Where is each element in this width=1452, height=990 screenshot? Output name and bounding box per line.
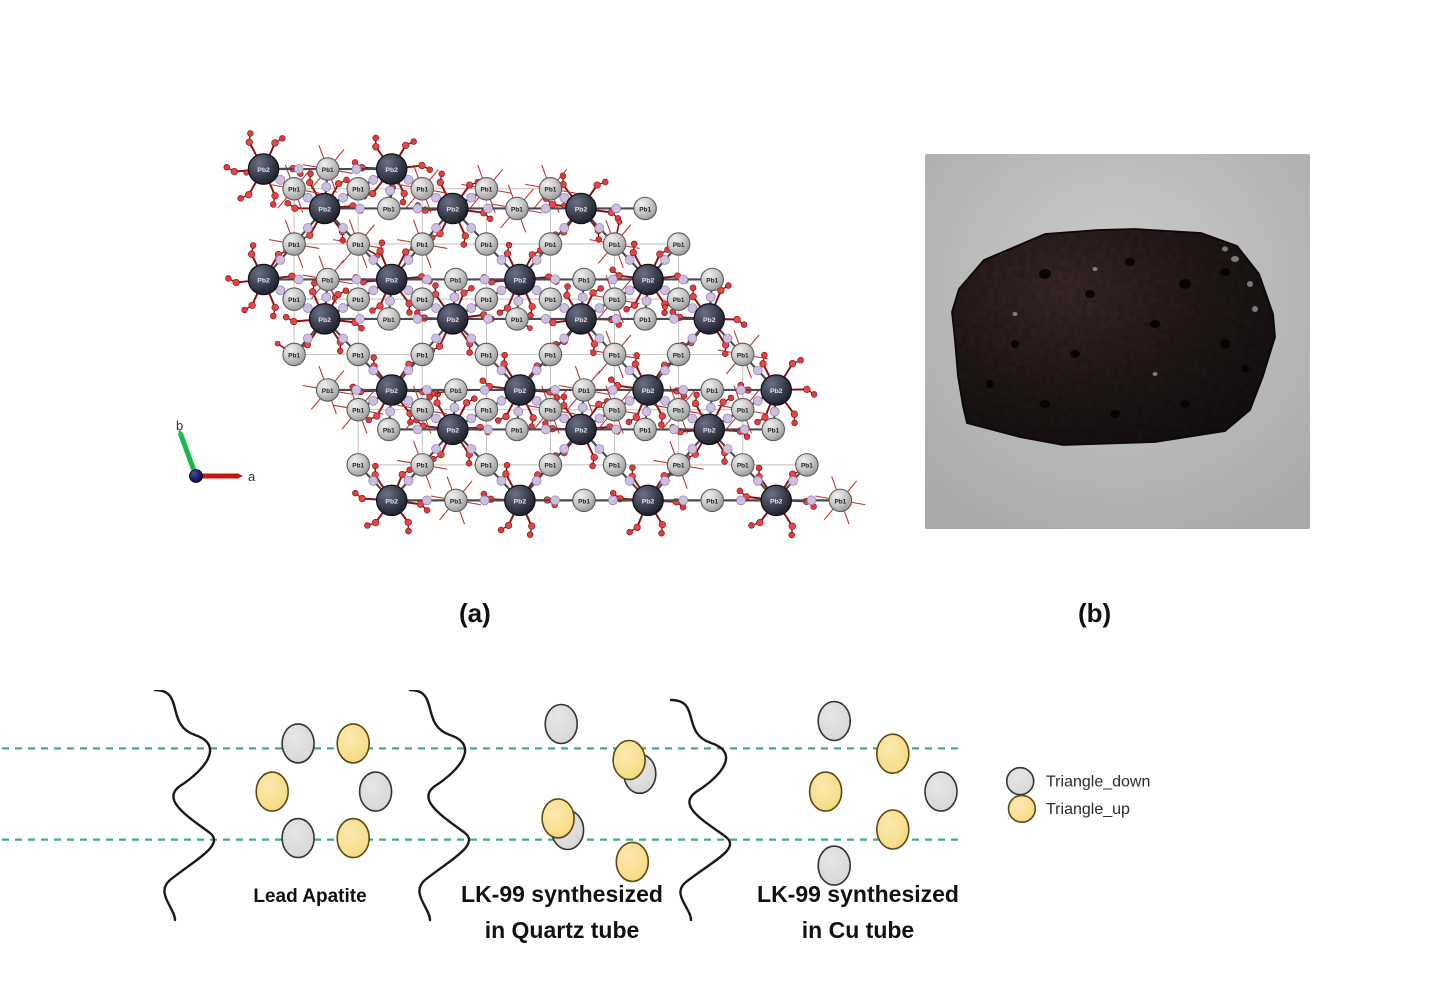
svg-text:Pb1: Pb1 — [511, 317, 523, 324]
svg-text:Pb2: Pb2 — [514, 277, 527, 284]
svg-text:Pb2: Pb2 — [257, 167, 270, 174]
svg-text:LK-99 synthesized: LK-99 synthesized — [461, 881, 663, 907]
svg-text:Pb1: Pb1 — [322, 167, 334, 174]
svg-text:Pb2: Pb2 — [257, 277, 270, 284]
svg-text:Pb1: Pb1 — [322, 388, 334, 395]
svg-text:Pb1: Pb1 — [511, 206, 523, 213]
svg-text:Pb1: Pb1 — [706, 388, 718, 395]
svg-text:Pb1: Pb1 — [352, 242, 364, 249]
svg-text:Pb2: Pb2 — [447, 427, 460, 434]
svg-text:Pb1: Pb1 — [801, 463, 813, 470]
svg-text:Pb2: Pb2 — [642, 388, 655, 395]
svg-text:Triangle_down: Triangle_down — [1046, 774, 1150, 791]
svg-text:Pb1: Pb1 — [545, 408, 557, 415]
svg-text:Triangle_up: Triangle_up — [1046, 801, 1130, 818]
svg-text:Pb2: Pb2 — [318, 206, 331, 213]
svg-text:Pb1: Pb1 — [383, 427, 395, 434]
svg-text:Pb1: Pb1 — [450, 498, 462, 505]
svg-text:Pb2: Pb2 — [642, 498, 655, 505]
svg-text:Pb1: Pb1 — [545, 352, 557, 359]
svg-text:Pb1: Pb1 — [737, 463, 749, 470]
svg-text:Pb2: Pb2 — [575, 317, 588, 324]
svg-text:Pb1: Pb1 — [480, 297, 492, 304]
svg-text:Pb2: Pb2 — [514, 388, 527, 395]
svg-text:Pb1: Pb1 — [416, 463, 428, 470]
svg-text:Pb1: Pb1 — [609, 408, 621, 415]
svg-text:Pb1: Pb1 — [673, 408, 685, 415]
svg-text:Pb2: Pb2 — [703, 427, 716, 434]
svg-text:Pb1: Pb1 — [673, 297, 685, 304]
svg-text:Pb1: Pb1 — [352, 187, 364, 194]
svg-text:Pb2: Pb2 — [385, 498, 398, 505]
svg-text:Pb2: Pb2 — [770, 388, 783, 395]
svg-text:Pb1: Pb1 — [673, 352, 685, 359]
svg-text:Pb1: Pb1 — [352, 408, 364, 415]
svg-text:Pb1: Pb1 — [511, 427, 523, 434]
svg-text:Pb2: Pb2 — [385, 277, 398, 284]
svg-text:Pb1: Pb1 — [416, 408, 428, 415]
svg-text:Pb1: Pb1 — [545, 463, 557, 470]
svg-text:Pb1: Pb1 — [322, 277, 334, 284]
svg-text:Pb2: Pb2 — [385, 167, 398, 174]
svg-text:Pb1: Pb1 — [288, 352, 300, 359]
svg-text:Pb1: Pb1 — [352, 297, 364, 304]
svg-text:Pb1: Pb1 — [480, 463, 492, 470]
svg-text:Pb2: Pb2 — [770, 498, 783, 505]
svg-text:Pb2: Pb2 — [575, 206, 588, 213]
svg-text:Pb1: Pb1 — [545, 187, 557, 194]
svg-text:Pb1: Pb1 — [834, 498, 846, 505]
svg-text:Pb1: Pb1 — [706, 277, 718, 284]
svg-text:Pb2: Pb2 — [447, 206, 460, 213]
svg-text:Pb2: Pb2 — [575, 427, 588, 434]
svg-text:Pb1: Pb1 — [578, 498, 590, 505]
svg-text:a: a — [248, 469, 256, 484]
svg-text:Pb1: Pb1 — [383, 206, 395, 213]
svg-text:in Cu tube: in Cu tube — [802, 917, 914, 943]
svg-text:Pb1: Pb1 — [639, 206, 651, 213]
svg-text:Pb2: Pb2 — [385, 388, 398, 395]
svg-text:Pb1: Pb1 — [639, 317, 651, 324]
svg-text:Pb1: Pb1 — [639, 427, 651, 434]
svg-text:Pb1: Pb1 — [480, 242, 492, 249]
svg-text:Pb1: Pb1 — [578, 277, 590, 284]
svg-text:Pb1: Pb1 — [416, 242, 428, 249]
svg-text:Pb1: Pb1 — [737, 408, 749, 415]
svg-text:Pb1: Pb1 — [609, 352, 621, 359]
svg-text:Pb1: Pb1 — [383, 317, 395, 324]
svg-text:Pb1: Pb1 — [288, 297, 300, 304]
svg-text:Pb1: Pb1 — [578, 388, 590, 395]
svg-text:Lead Apatite: Lead Apatite — [253, 886, 366, 907]
svg-text:Pb1: Pb1 — [737, 352, 749, 359]
svg-text:Pb2: Pb2 — [447, 317, 460, 324]
svg-text:Pb1: Pb1 — [352, 463, 364, 470]
svg-text:Pb1: Pb1 — [609, 463, 621, 470]
svg-text:Pb2: Pb2 — [703, 317, 716, 324]
svg-text:Pb1: Pb1 — [480, 408, 492, 415]
svg-text:Pb1: Pb1 — [767, 427, 779, 434]
svg-text:LK-99 synthesized: LK-99 synthesized — [757, 881, 959, 907]
svg-text:Pb1: Pb1 — [480, 187, 492, 194]
svg-text:Pb1: Pb1 — [609, 297, 621, 304]
svg-text:Pb1: Pb1 — [545, 242, 557, 249]
svg-text:Pb1: Pb1 — [416, 187, 428, 194]
svg-text:b: b — [176, 418, 183, 433]
svg-text:Pb1: Pb1 — [450, 277, 462, 284]
svg-text:Pb1: Pb1 — [416, 297, 428, 304]
svg-text:Pb1: Pb1 — [706, 498, 718, 505]
svg-text:Pb1: Pb1 — [545, 297, 557, 304]
svg-text:Pb1: Pb1 — [288, 187, 300, 194]
svg-text:Pb1: Pb1 — [673, 242, 685, 249]
svg-text:Pb2: Pb2 — [642, 277, 655, 284]
svg-text:Pb1: Pb1 — [480, 352, 492, 359]
svg-text:Pb1: Pb1 — [450, 388, 462, 395]
svg-text:Pb1: Pb1 — [673, 463, 685, 470]
svg-text:in Quartz tube: in Quartz tube — [485, 917, 640, 943]
svg-text:Pb2: Pb2 — [318, 317, 331, 324]
svg-text:Pb1: Pb1 — [609, 242, 621, 249]
svg-text:Pb1: Pb1 — [416, 352, 428, 359]
svg-text:Pb1: Pb1 — [352, 352, 364, 359]
svg-text:Pb1: Pb1 — [288, 242, 300, 249]
svg-text:Pb2: Pb2 — [514, 498, 527, 505]
